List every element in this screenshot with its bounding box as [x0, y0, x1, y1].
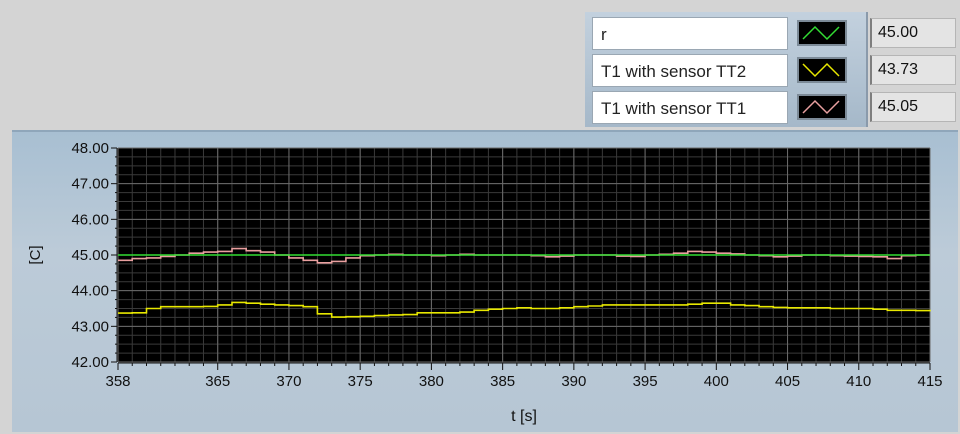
plot-legend[interactable]: r T1 with sensor TT2 T1 with sensor TT1: [585, 12, 868, 127]
readout-tt2: 43.73: [870, 55, 956, 85]
y-tick-label: 47.00: [71, 176, 109, 193]
pink-line-icon[interactable]: [797, 94, 847, 120]
y-axis-label: [C]: [27, 245, 44, 264]
x-axis-label: t [s]: [511, 408, 537, 425]
x-tick-label: 365: [205, 373, 230, 390]
legend-item-r[interactable]: r: [592, 17, 856, 50]
y-tick-label: 46.00: [71, 211, 109, 228]
x-tick-label: 400: [704, 373, 729, 390]
y-tick-label: 42.00: [71, 354, 109, 371]
yellow-line-icon[interactable]: [797, 57, 847, 83]
x-tick-label: 390: [561, 373, 586, 390]
x-tick-label: 375: [348, 373, 373, 390]
y-tick-label: 48.00: [71, 140, 109, 157]
series-line-t1-with-sensor-tt2: [118, 301, 931, 318]
waveform-chart[interactable]: 42.00 43.00 44.00 45.00 46.00 47.00 48.00 358 3…: [12, 132, 958, 434]
readout-tt1: 45.05: [870, 92, 956, 122]
x-tick-label: 358: [105, 373, 130, 390]
x-tick-label: 370: [276, 373, 301, 390]
legend-item-tt1[interactable]: T1 with sensor TT1: [592, 91, 856, 124]
y-tick-label: 43.00: [71, 318, 109, 335]
legend-label: r: [592, 17, 788, 50]
y-tick-label: 44.00: [71, 283, 109, 300]
legend-label: T1 with sensor TT1: [592, 91, 788, 124]
x-tick-label: 385: [490, 373, 515, 390]
x-tick-label: 405: [775, 373, 800, 390]
green-line-icon[interactable]: [797, 20, 847, 46]
x-tick-label: 395: [633, 373, 658, 390]
readout-r: 45.00: [870, 18, 956, 48]
x-tick-label: 380: [419, 373, 444, 390]
y-tick-label: 45.00: [71, 247, 109, 264]
legend-item-tt2[interactable]: T1 with sensor TT2: [592, 54, 856, 87]
waveform-chart-panel: 42.00 43.00 44.00 45.00 46.00 47.00 48.00 358 3…: [12, 130, 958, 432]
x-tick-label: 410: [846, 373, 871, 390]
x-tick-label: 415: [917, 373, 942, 390]
legend-label: T1 with sensor TT2: [592, 54, 788, 87]
